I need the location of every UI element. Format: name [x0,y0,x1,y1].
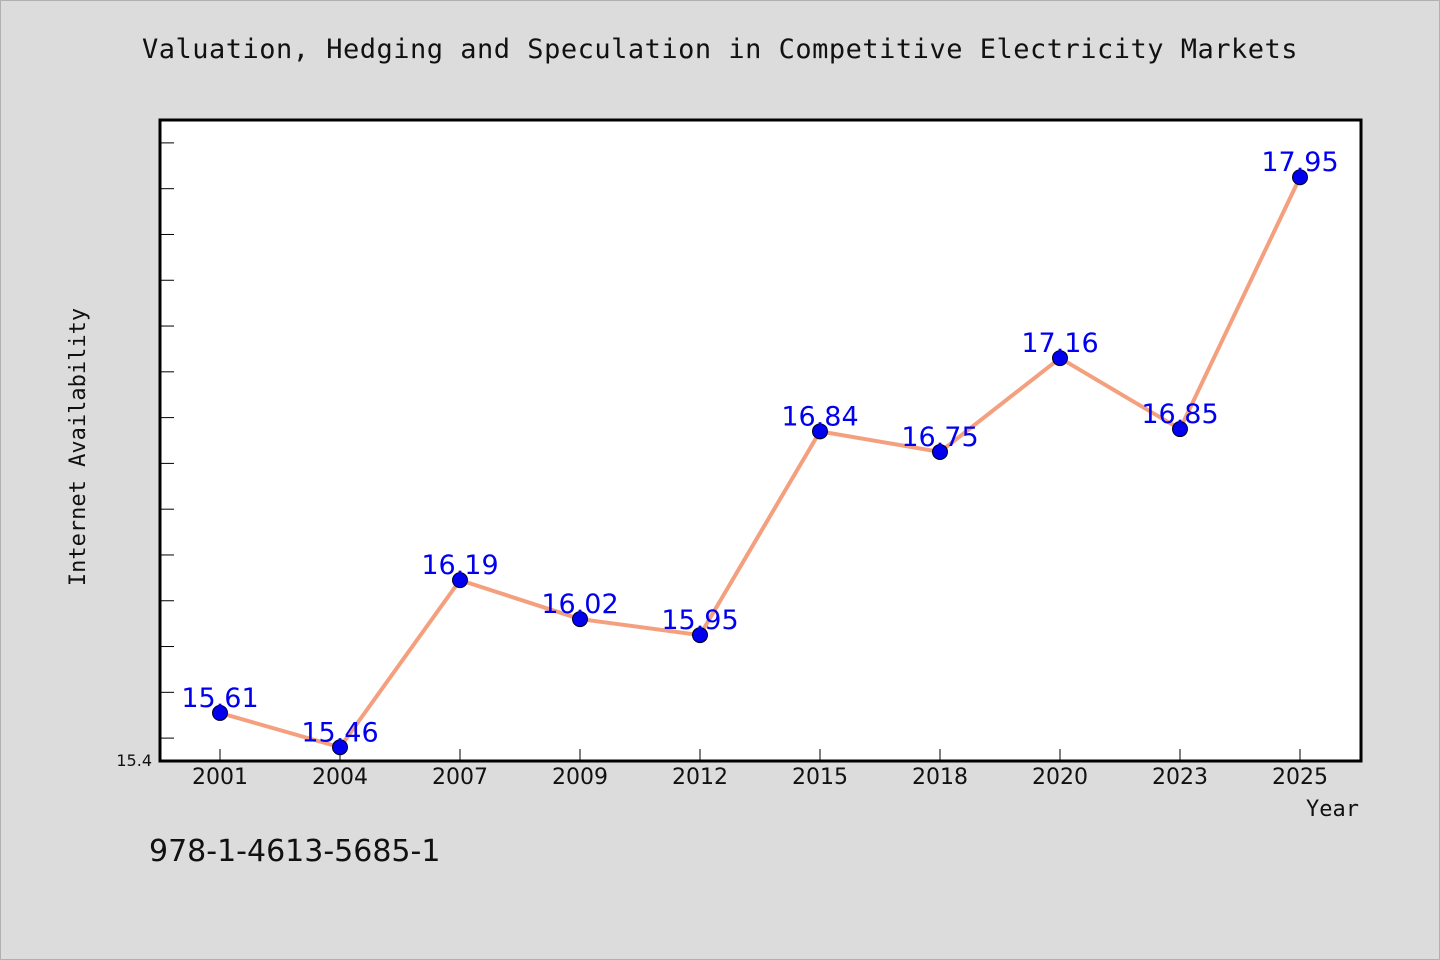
x-tick-label-2025: 2025 [1272,765,1328,790]
data-point-2023 [1172,421,1188,438]
data-point-2007 [452,572,468,589]
x-tick-label-2009: 2009 [552,765,608,790]
y-axis-title: Internet Availability [66,308,91,586]
x-tick-label-2012: 2012 [672,765,728,790]
data-label-2007: 16.19 [421,550,498,581]
y-axis-min-label: 15.4 [116,751,152,770]
x-tick-label-2023: 2023 [1152,765,1208,790]
isbn-text: 978-1-4613-5685-1 [149,834,441,869]
data-label-2012: 15.95 [661,605,738,636]
x-tick-labels: 2001 2004 2007 2009 2012 2015 2018 2020 2023 2025 [192,765,1328,790]
data-point-2004 [332,739,348,756]
data-point-2015 [812,423,828,440]
x-tick-label-2020: 2020 [1032,765,1088,790]
x-axis-title: Year [1306,797,1359,822]
data-point-2025 [1292,169,1308,186]
data-label-2015: 16.84 [781,401,858,432]
x-tick-label-2004: 2004 [312,765,368,790]
data-label-2020: 17.16 [1021,328,1098,359]
data-point-2020 [1052,350,1068,367]
data-label-2009: 16.02 [541,589,618,620]
data-point-2009 [572,611,588,628]
plot-area [158,118,1363,763]
data-label-2018: 16.75 [901,422,978,453]
data-label-2023: 16.85 [1141,399,1218,430]
x-tick-label-2007: 2007 [432,765,488,790]
data-label-2025: 17.95 [1261,147,1338,178]
y-axis-ticks [160,142,174,739]
x-tick-label-2015: 2015 [792,765,848,790]
chart-title: Valuation, Hedging and Speculation in Co… [141,34,1299,65]
series-markers [212,169,1308,756]
data-point-2001 [212,704,228,721]
data-point-2012 [692,627,708,644]
data-point-2018 [932,443,948,460]
series-line [219,176,1302,750]
data-label-2004: 15.46 [301,717,378,748]
data-labels: 15.61 15.46 16.19 16.02 15.95 16.84 16.75 17.16… [181,147,1338,748]
x-tick-label-2018: 2018 [912,765,968,790]
x-tick-label-2001: 2001 [192,765,248,790]
data-label-2001: 15.61 [181,683,258,714]
